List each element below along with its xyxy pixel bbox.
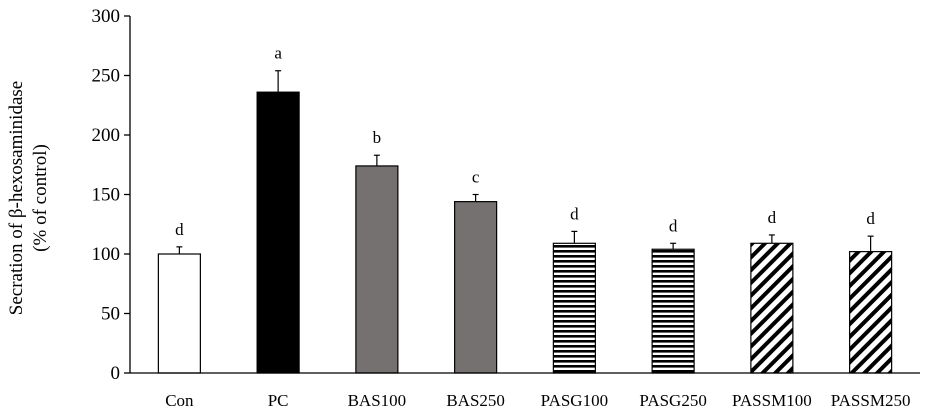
x-category-label: PASSM250 <box>831 391 911 410</box>
significance-letter: d <box>768 208 777 227</box>
y-tick-label: 250 <box>92 66 121 87</box>
y-tick-label: 300 <box>92 6 121 27</box>
significance-letter: d <box>570 204 579 223</box>
y-axis-ticks: 0 50 100 150 200 250 300 <box>92 6 130 384</box>
y-axis-subtitle: (% of control) <box>30 144 51 252</box>
x-axis-categories: Con PC BAS100 BAS250 PASG100 PASG250 PASSM100 P… <box>165 391 910 410</box>
y-tick-label: 100 <box>92 244 121 265</box>
y-axis-title: Secration of β-hexosaminidase <box>6 81 27 315</box>
significance-letter: d <box>866 209 875 228</box>
error-bar-passm250 <box>867 235 874 252</box>
bar-pasg250 <box>651 248 695 374</box>
error-bar-con <box>176 246 183 254</box>
significance-letter: a <box>274 44 282 63</box>
significance-letter: d <box>669 216 678 235</box>
x-category-label: Con <box>165 391 194 410</box>
error-bar-pasg250 <box>670 242 677 250</box>
bars <box>157 91 893 374</box>
significance-letter: b <box>373 128 382 147</box>
x-category-label: BAS100 <box>348 391 407 410</box>
error-bar-pc <box>275 70 282 93</box>
significance-letter: c <box>472 168 480 187</box>
y-tick-label: 200 <box>92 125 121 146</box>
bar-passm100 <box>750 242 794 374</box>
bar-bas250 <box>454 201 498 374</box>
error-bar-bas250 <box>472 193 479 202</box>
significance-letter: d <box>175 220 184 239</box>
x-category-label: PC <box>268 391 289 410</box>
y-tick-label: 50 <box>101 304 120 325</box>
bar-con <box>157 253 201 374</box>
bar-pasg100 <box>552 242 596 374</box>
x-category-label: BAS250 <box>446 391 505 410</box>
error-bar-passm100 <box>768 234 775 244</box>
y-tick-label: 150 <box>92 185 121 206</box>
x-category-label: PASSM100 <box>732 391 812 410</box>
x-category-label: PASG100 <box>541 391 608 410</box>
error-bars <box>176 70 874 254</box>
significance-letters: d a b c d d d d <box>175 44 875 239</box>
x-category-label: PASG250 <box>639 391 706 410</box>
bar-pc <box>256 91 300 374</box>
y-tick-label: 0 <box>111 363 121 384</box>
error-bar-bas100 <box>373 154 380 166</box>
y-axis-title-group: Secration of β-hexosaminidase (% of cont… <box>6 81 51 315</box>
bar-passm250 <box>849 251 893 374</box>
bar-bas100 <box>355 165 399 374</box>
error-bar-pasg100 <box>571 230 578 244</box>
